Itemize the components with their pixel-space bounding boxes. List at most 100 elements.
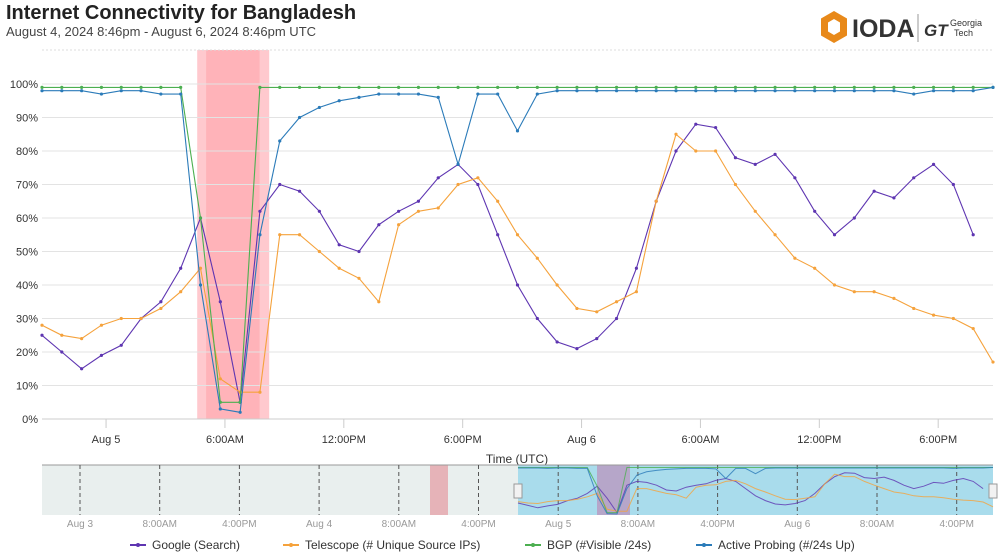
- data-point: [40, 85, 44, 89]
- data-point: [99, 92, 104, 96]
- y-tick-label: 50%: [16, 247, 38, 259]
- series-1: [40, 132, 995, 394]
- data-point: [40, 333, 44, 337]
- navigator-handle[interactable]: [988, 483, 998, 499]
- data-point: [852, 85, 856, 89]
- x-tick-label: 6:00AM: [206, 434, 244, 446]
- legend-label: Telescope (# Unique Source IPs): [305, 538, 481, 552]
- data-point: [733, 182, 738, 187]
- legend-label: Active Probing (#/24s Up): [718, 538, 855, 552]
- legend-label: BGP (#Visible /24s): [547, 538, 652, 552]
- data-point: [60, 350, 64, 354]
- data-point: [496, 85, 500, 89]
- data-point: [931, 162, 936, 166]
- data-point: [832, 283, 837, 287]
- data-point: [595, 337, 599, 341]
- data-point: [733, 85, 738, 89]
- navigator-tick-label: 8:00AM: [860, 519, 894, 530]
- data-point: [614, 89, 619, 93]
- data-point: [694, 89, 698, 93]
- data-point: [852, 290, 856, 294]
- data-point: [119, 316, 123, 321]
- legend-item[interactable]: BGP (#Visible /24s): [525, 538, 651, 552]
- data-point: [198, 283, 203, 287]
- data-point: [317, 85, 321, 89]
- data-point: [377, 85, 381, 89]
- data-point: [456, 182, 460, 187]
- data-point: [476, 176, 480, 180]
- legend-marker-icon: [696, 543, 712, 547]
- data-point: [813, 89, 817, 93]
- x-tick-label: Aug 6: [567, 434, 596, 446]
- legend-item[interactable]: Google (Search): [130, 538, 240, 552]
- data-point: [397, 209, 401, 213]
- data-point: [397, 223, 401, 227]
- navigator-series-line: [517, 472, 984, 514]
- data-point: [793, 176, 797, 180]
- data-point: [397, 85, 401, 89]
- navigator-tick-label: Aug 3: [67, 519, 94, 530]
- data-point: [951, 182, 955, 187]
- legend-item[interactable]: Telescope (# Unique Source IPs): [283, 538, 480, 552]
- legend-item[interactable]: Active Probing (#/24s Up): [696, 538, 855, 552]
- x-tick-label: Aug 5: [92, 434, 121, 446]
- data-point: [377, 92, 381, 96]
- data-point: [317, 105, 321, 110]
- data-point: [852, 216, 856, 220]
- data-point: [694, 149, 698, 153]
- data-point: [535, 85, 539, 89]
- data-point: [674, 132, 678, 136]
- data-point: [694, 85, 698, 89]
- data-point: [714, 125, 718, 130]
- data-point: [238, 410, 242, 414]
- data-point: [80, 85, 84, 89]
- y-tick-label: 40%: [16, 280, 38, 292]
- data-point: [297, 85, 302, 89]
- data-point: [971, 89, 975, 93]
- data-point: [357, 95, 361, 99]
- data-point: [278, 139, 282, 143]
- series-line: [41, 133, 994, 393]
- data-point: [951, 89, 955, 93]
- y-tick-label: 30%: [16, 314, 38, 326]
- data-point: [258, 233, 262, 237]
- legend-label: Google (Search): [152, 538, 241, 552]
- data-point: [832, 89, 837, 93]
- navigator[interactable]: Aug 3 8:00AM 4:00PM Aug 4 8:00AM 4:00PM Aug 5 8…: [42, 464, 998, 530]
- data-point: [753, 209, 757, 213]
- data-point: [416, 85, 421, 89]
- svg-text:IODA: IODA: [852, 15, 915, 43]
- data-point: [654, 89, 658, 93]
- data-point: [258, 209, 262, 213]
- data-point: [634, 89, 638, 93]
- data-point: [634, 290, 638, 294]
- data-point: [714, 149, 718, 153]
- data-point: [614, 300, 619, 304]
- ioda-georgia-tech-logo: IODA GT Georgia Tech: [821, 11, 982, 43]
- data-point: [278, 182, 282, 187]
- data-point: [456, 85, 460, 89]
- data-point: [357, 276, 361, 280]
- data-point: [119, 85, 123, 89]
- data-point: [159, 85, 163, 89]
- data-point: [832, 233, 837, 237]
- data-point: [159, 300, 163, 304]
- data-point: [733, 89, 738, 93]
- data-point: [337, 85, 341, 89]
- navigator-tick-label: Aug 6: [784, 519, 811, 530]
- data-point: [337, 266, 341, 270]
- navigator-handle[interactable]: [513, 483, 523, 499]
- data-point: [793, 85, 797, 89]
- data-point: [714, 85, 718, 89]
- data-point: [139, 89, 143, 93]
- y-tick-label: 10%: [16, 381, 38, 393]
- data-point: [337, 243, 341, 247]
- data-point: [258, 85, 262, 89]
- navigator-series-line: [518, 467, 994, 515]
- data-point: [951, 316, 955, 321]
- data-point: [595, 89, 599, 93]
- data-point: [515, 85, 520, 89]
- navigator-tick-label: 4:00PM: [461, 519, 495, 530]
- data-point: [674, 89, 678, 93]
- data-point: [278, 233, 282, 237]
